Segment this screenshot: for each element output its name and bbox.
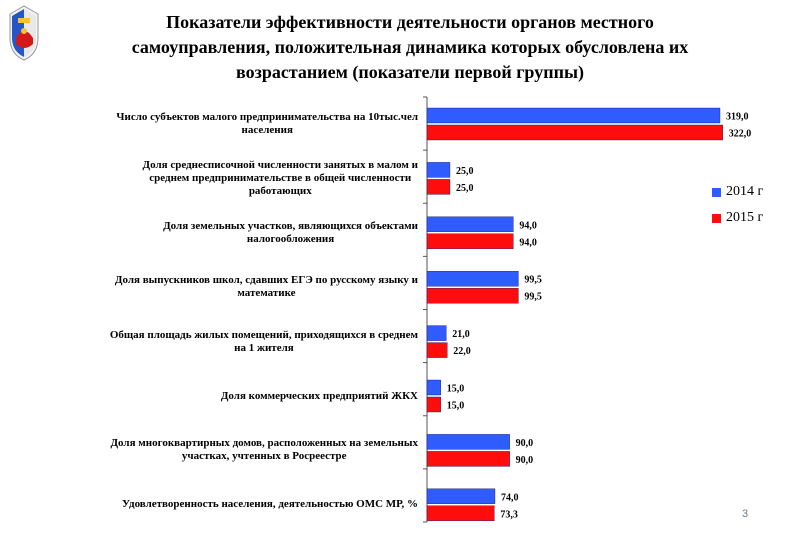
legend-swatch-2015 [712,213,721,223]
bar-2015-4 [426,342,448,358]
category-label-line: Доля выпускников школ, сдавших ЕГЭ по ру… [114,274,418,287]
bar-2014-4 [426,325,447,341]
legend-label-2015: 2015 г [726,210,764,225]
data-label-2015-2: 94,0 [519,237,537,248]
data-label-2014-5: 15,0 [447,384,465,395]
category-label-4: Общая площадь жилых помещений, приходящи… [110,329,418,355]
bar-2015-6 [426,451,510,467]
data-label-2014-7: 74,0 [501,492,518,503]
title-line: возрастанием (показатели первой группы) [236,62,584,82]
legend-item-2015: 2015 г [712,207,763,229]
category-label-line: населения [241,124,293,136]
data-label-2015-0: 322,0 [729,129,752,140]
category-label-line: математике [237,287,296,300]
data-label-2015-7: 73,3 [500,509,517,520]
data-label-2014-4: 21,0 [452,329,470,340]
category-label-line: участках, учтенных в Росреестре [181,450,347,463]
bar-2014-6 [426,434,510,450]
page-number: 3 [742,508,749,520]
legend-item-2014: 2014 г [712,181,763,203]
category-label-line: работающих [248,184,312,197]
legend-swatch-2014 [712,187,721,197]
category-label-0: Число субъектов малого предпринимательст… [116,111,418,137]
category-label-line: среднем предпринимательстве в общей числ… [149,171,412,184]
bar-2015-7 [426,505,495,521]
data-label-2014-6: 90,0 [516,438,534,449]
category-label-7: Удовлетворенность населения, деятельност… [122,498,418,511]
data-label-2015-6: 90,0 [516,455,534,466]
category-label-line: на 1 жителя [234,341,294,354]
bar-2015-5 [426,396,441,413]
category-label-line: Доля земельных участков, являющихся объе… [163,219,418,232]
category-label-line: Общая площадь жилых помещений, приходящи… [109,328,418,341]
data-label-2015-3: 99,5 [524,292,542,303]
data-label-2015-5: 15,0 [447,401,465,412]
data-label-2014-0: 319,0 [726,112,749,123]
category-label-line: Доля многоквартирных домов, расположенны… [110,437,418,450]
bar-2014-0 [426,107,721,124]
data-label-2014-1: 25,0 [456,166,474,177]
bar-2014-2 [426,216,514,233]
category-label-1: Доля среднесписочной численности занятых… [143,159,418,198]
data-label-2015-4: 22,0 [453,346,471,357]
category-label-line: Удовлетворенность населения, деятельност… [122,498,418,511]
category-label-2: Доля земельных участков, являющихся объе… [163,220,418,246]
bar-2015-2 [426,233,514,250]
data-label-2014-2: 94,0 [519,220,537,231]
bar-2014-7 [426,488,496,504]
category-label-line: Число субъектов малого предпринимательст… [116,111,418,123]
data-label-2015-1: 25,0 [456,183,474,194]
chart-legend: 2014 г 2015 г [712,181,763,233]
category-label-line: налогообложения [246,232,335,245]
category-label-3: Доля выпускников школ, сдавших ЕГЭ по ру… [115,274,418,300]
data-label-2014-3: 99,5 [524,275,542,286]
title-line: самоуправления, положительная динамика к… [131,37,689,57]
category-label-6: Доля многоквартирных домов, расположенны… [110,437,418,463]
bar-2014-5 [426,379,441,396]
bar-2015-1 [426,179,451,195]
category-label-line: Доля коммерческих предприятий ЖКХ [220,389,418,402]
category-label-line: Доля среднесписочной численности занятых… [142,158,418,171]
bar-2015-3 [426,288,519,304]
bar-2014-1 [426,162,451,178]
bar-2014-3 [426,271,519,287]
legend-label-2014: 2014 г [726,184,764,199]
slide-title: Показатели эффективности деятельности ор… [60,10,760,85]
bar-2015-0 [426,124,723,141]
coat-of-arms-icon [6,4,42,62]
title-line: Показатели эффективности деятельности ор… [166,12,654,32]
category-label-5: Доля коммерческих предприятий ЖКХ [221,390,418,403]
